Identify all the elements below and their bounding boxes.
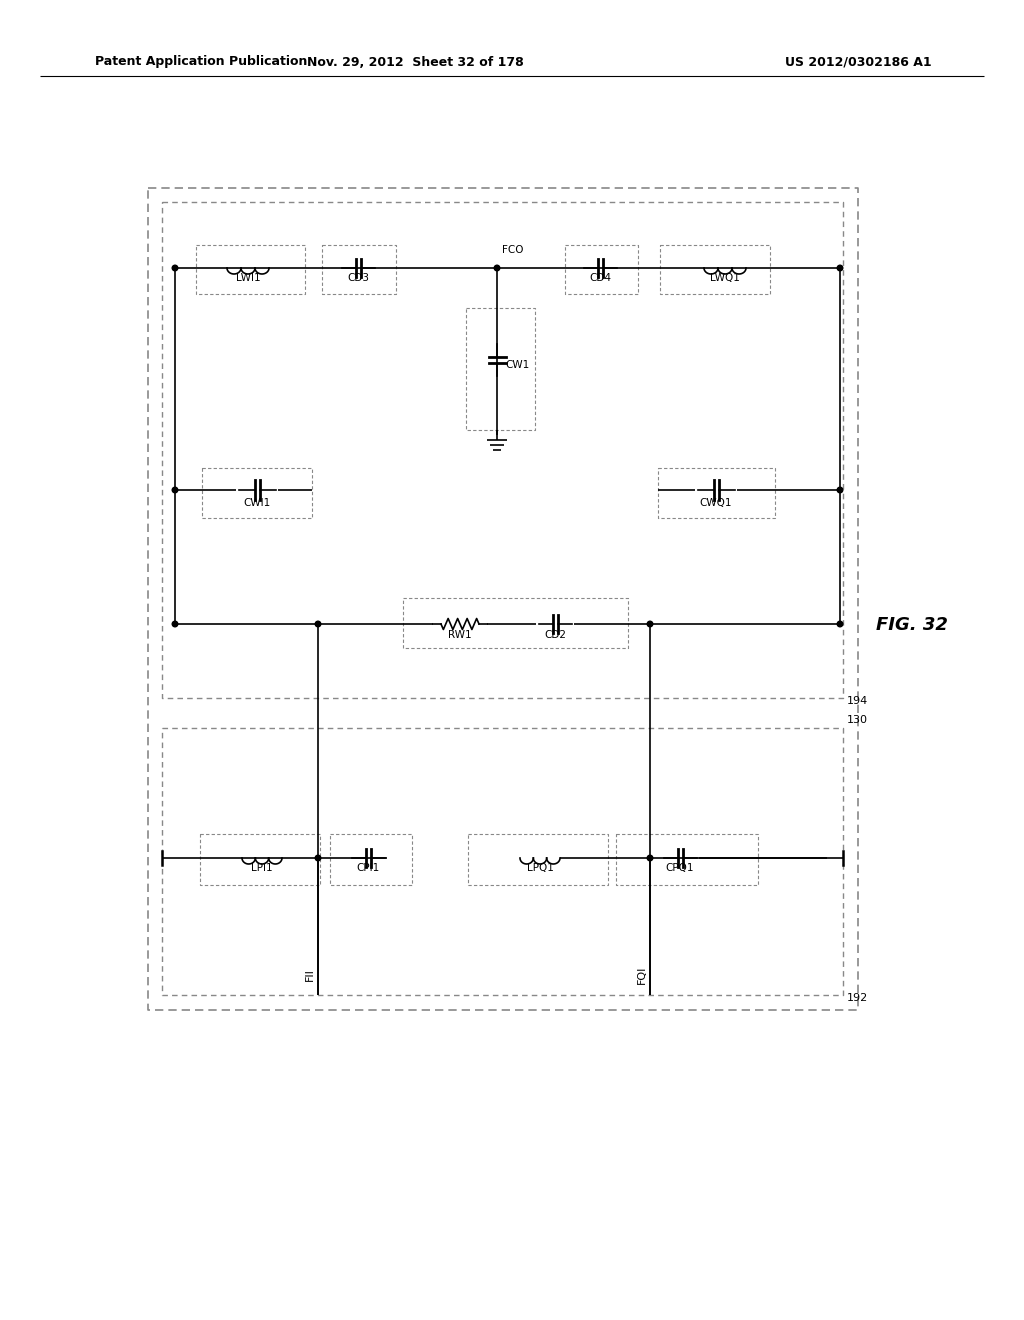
Circle shape [495,265,500,271]
Text: CD3: CD3 [347,273,369,282]
Text: FIG. 32: FIG. 32 [876,616,948,634]
Text: FQI: FQI [637,966,647,985]
Text: 194: 194 [847,696,868,706]
Text: LWQ1: LWQ1 [710,273,740,282]
Circle shape [315,622,321,627]
Text: CPQ1: CPQ1 [666,863,694,873]
Text: FCO: FCO [502,246,523,255]
Circle shape [838,622,843,627]
Text: US 2012/0302186 A1: US 2012/0302186 A1 [784,55,931,69]
Circle shape [647,622,653,627]
Text: CW1: CW1 [505,360,529,370]
Text: Patent Application Publication: Patent Application Publication [95,55,307,69]
Circle shape [172,265,178,271]
Circle shape [647,855,653,861]
Text: LPQ1: LPQ1 [526,863,553,873]
Circle shape [172,622,178,627]
Text: 192: 192 [847,993,868,1003]
Text: CD4: CD4 [589,273,611,282]
Text: CWQ1: CWQ1 [699,498,732,508]
Text: RW1: RW1 [449,630,472,640]
Circle shape [172,487,178,492]
Circle shape [838,265,843,271]
Text: LPI1: LPI1 [251,863,272,873]
Text: Nov. 29, 2012  Sheet 32 of 178: Nov. 29, 2012 Sheet 32 of 178 [306,55,523,69]
Circle shape [838,487,843,492]
Text: CD2: CD2 [544,630,566,640]
Text: LWI1: LWI1 [236,273,260,282]
Text: CWI1: CWI1 [244,498,270,508]
Text: CPI1: CPI1 [356,863,380,873]
Text: 130: 130 [847,715,868,725]
Text: FII: FII [305,969,315,982]
Circle shape [315,855,321,861]
